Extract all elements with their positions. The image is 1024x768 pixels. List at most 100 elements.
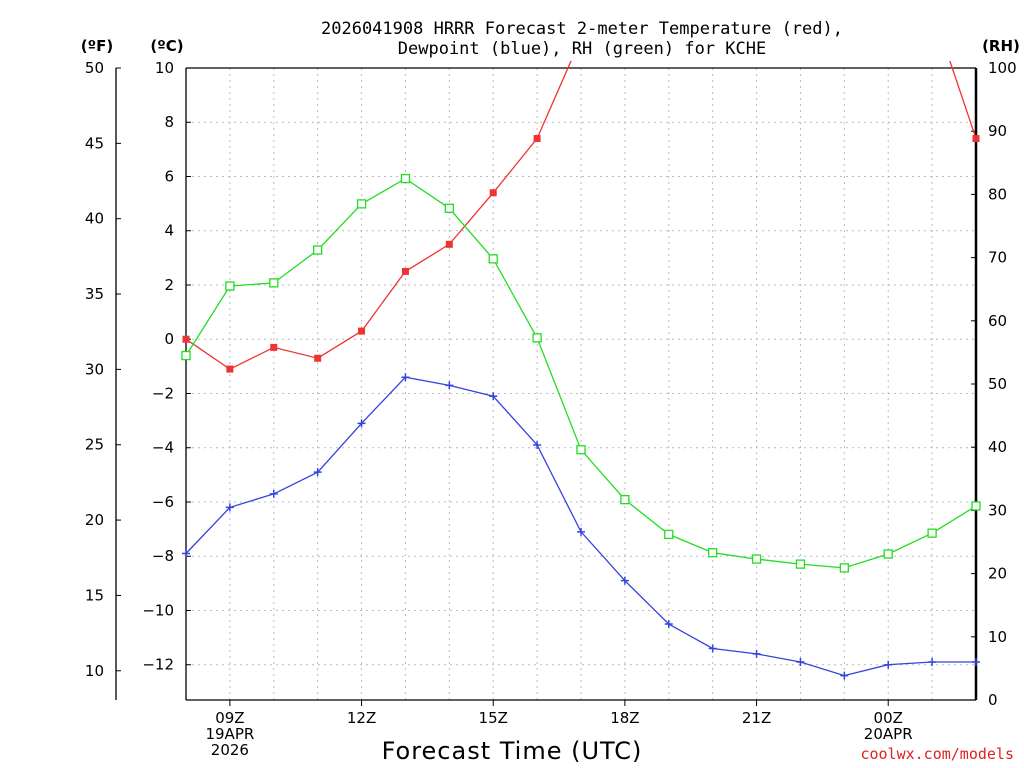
dewpoint-line xyxy=(185,376,976,677)
rh-point xyxy=(883,549,893,559)
rh-tick-label: 90 xyxy=(988,122,1007,140)
rh-tick-label: 30 xyxy=(988,501,1007,519)
rh-tick-label: 70 xyxy=(988,249,1007,267)
celsius-tick-label: −2 xyxy=(152,384,174,402)
rh-unit-label: (RH) xyxy=(982,37,1020,55)
dewpoint-point xyxy=(225,503,234,512)
rh-point xyxy=(225,281,235,291)
series-group xyxy=(181,5,981,680)
fahrenheit-tick-label: 20 xyxy=(85,511,104,529)
celsius-tick-label: 4 xyxy=(164,222,174,240)
rh-point xyxy=(839,563,849,573)
chart-title-line1: 2026041908 HRRR Forecast 2-meter Tempera… xyxy=(321,19,843,39)
celsius-tick-label: −12 xyxy=(142,656,174,674)
dewpoint-point xyxy=(884,660,893,669)
temperature-point xyxy=(972,135,980,143)
rh-point xyxy=(181,350,191,361)
celsius-tick-label: 10 xyxy=(155,59,174,77)
rh-point xyxy=(269,278,279,288)
rh-tick-label: 60 xyxy=(988,312,1007,330)
temperature-point xyxy=(401,267,409,275)
dewpoint-point xyxy=(182,549,190,558)
dewpoint-point xyxy=(928,658,937,667)
x-tick-label: 15Z xyxy=(479,709,508,727)
dewpoint-point xyxy=(313,468,322,477)
rh-tick-label: 100 xyxy=(988,59,1017,77)
temperature-point xyxy=(929,5,936,12)
credit-text: coolwx.com/models xyxy=(860,745,1014,763)
dewpoint-point xyxy=(840,671,849,680)
dewpoint-point xyxy=(533,441,542,450)
celsius-tick-label: −4 xyxy=(152,439,174,457)
celsius-tick-label: −10 xyxy=(142,601,174,619)
rh-point xyxy=(313,245,323,255)
rh-tick-label: 0 xyxy=(988,691,998,709)
x-tick-label: 2026 xyxy=(211,741,249,759)
rh-point xyxy=(927,528,937,538)
rh-point xyxy=(444,203,454,213)
chart-title-line2: Dewpoint (blue), RH (green) for KCHE xyxy=(398,39,766,59)
x-tick-label: 12Z xyxy=(347,709,376,727)
rh-tick-label: 50 xyxy=(988,375,1007,393)
rh-point xyxy=(488,254,498,264)
axes xyxy=(115,67,978,706)
fahrenheit-tick-label: 50 xyxy=(85,59,104,77)
grid xyxy=(186,67,976,700)
celsius-tick-label: 8 xyxy=(164,113,174,131)
x-tick-label: 19APR xyxy=(205,725,254,743)
fahrenheit-tick-label: 25 xyxy=(85,436,104,454)
dewpoint-point xyxy=(752,649,761,658)
dewpoint-point xyxy=(796,658,805,667)
temperature-point xyxy=(489,189,497,197)
temperature-point xyxy=(314,354,322,362)
fahrenheit-tick-label: 10 xyxy=(85,662,104,680)
tick-labels: 5045403530252015101086420−2−4−6−8−10−121… xyxy=(85,59,1017,759)
x-tick-label: 00Z xyxy=(874,709,903,727)
temperature-point xyxy=(270,343,278,351)
temperature-point xyxy=(533,135,541,143)
dewpoint-point xyxy=(357,419,366,428)
dewpoint-point xyxy=(269,489,278,498)
celsius-tick-label: 6 xyxy=(164,167,174,185)
rh-point xyxy=(620,495,630,505)
celsius-tick-label: 0 xyxy=(164,330,174,348)
celsius-tick-label: 2 xyxy=(164,276,174,294)
x-tick-label: 09Z xyxy=(215,709,244,727)
fahrenheit-tick-label: 15 xyxy=(85,586,104,604)
dewpoint-point xyxy=(401,373,410,382)
fahrenheit-tick-label: 45 xyxy=(85,134,104,152)
dewpoint-point xyxy=(489,392,498,401)
temperature-point xyxy=(182,335,190,343)
fahrenheit-tick-label: 35 xyxy=(85,285,104,303)
plot-area xyxy=(181,5,981,680)
dewpoint-point xyxy=(708,644,717,653)
celsius-unit-label: (ºC) xyxy=(150,37,183,55)
celsius-tick-label: −8 xyxy=(152,547,174,565)
fahrenheit-unit-label: (ºF) xyxy=(81,37,113,55)
dewpoint-point xyxy=(577,527,585,536)
dewpoint-point xyxy=(972,658,980,667)
celsius-tick-label: −6 xyxy=(152,493,174,511)
temperature-point xyxy=(445,240,453,248)
rh-tick-label: 20 xyxy=(988,565,1007,583)
rh-point xyxy=(356,199,367,209)
fahrenheit-tick-label: 40 xyxy=(85,210,104,228)
rh-tick-label: 80 xyxy=(988,185,1007,203)
rh-point xyxy=(708,548,718,558)
rh-point xyxy=(576,445,586,455)
rh-tick-label: 40 xyxy=(988,438,1007,456)
rh-point xyxy=(532,333,542,343)
dewpoint-point xyxy=(620,576,629,585)
x-axis-label: Forecast Time (UTC) xyxy=(382,737,643,765)
rh-point xyxy=(751,554,762,564)
rh-point xyxy=(400,173,411,184)
rh-point xyxy=(795,559,806,569)
temperature-point xyxy=(358,327,366,335)
x-tick-label: 18Z xyxy=(610,709,639,727)
dewpoint-point xyxy=(445,381,454,390)
rh-tick-label: 10 xyxy=(988,628,1007,646)
dewpoint-point xyxy=(664,620,673,629)
x-tick-label: 21Z xyxy=(742,709,771,727)
x-tick-label: 20APR xyxy=(864,725,913,743)
